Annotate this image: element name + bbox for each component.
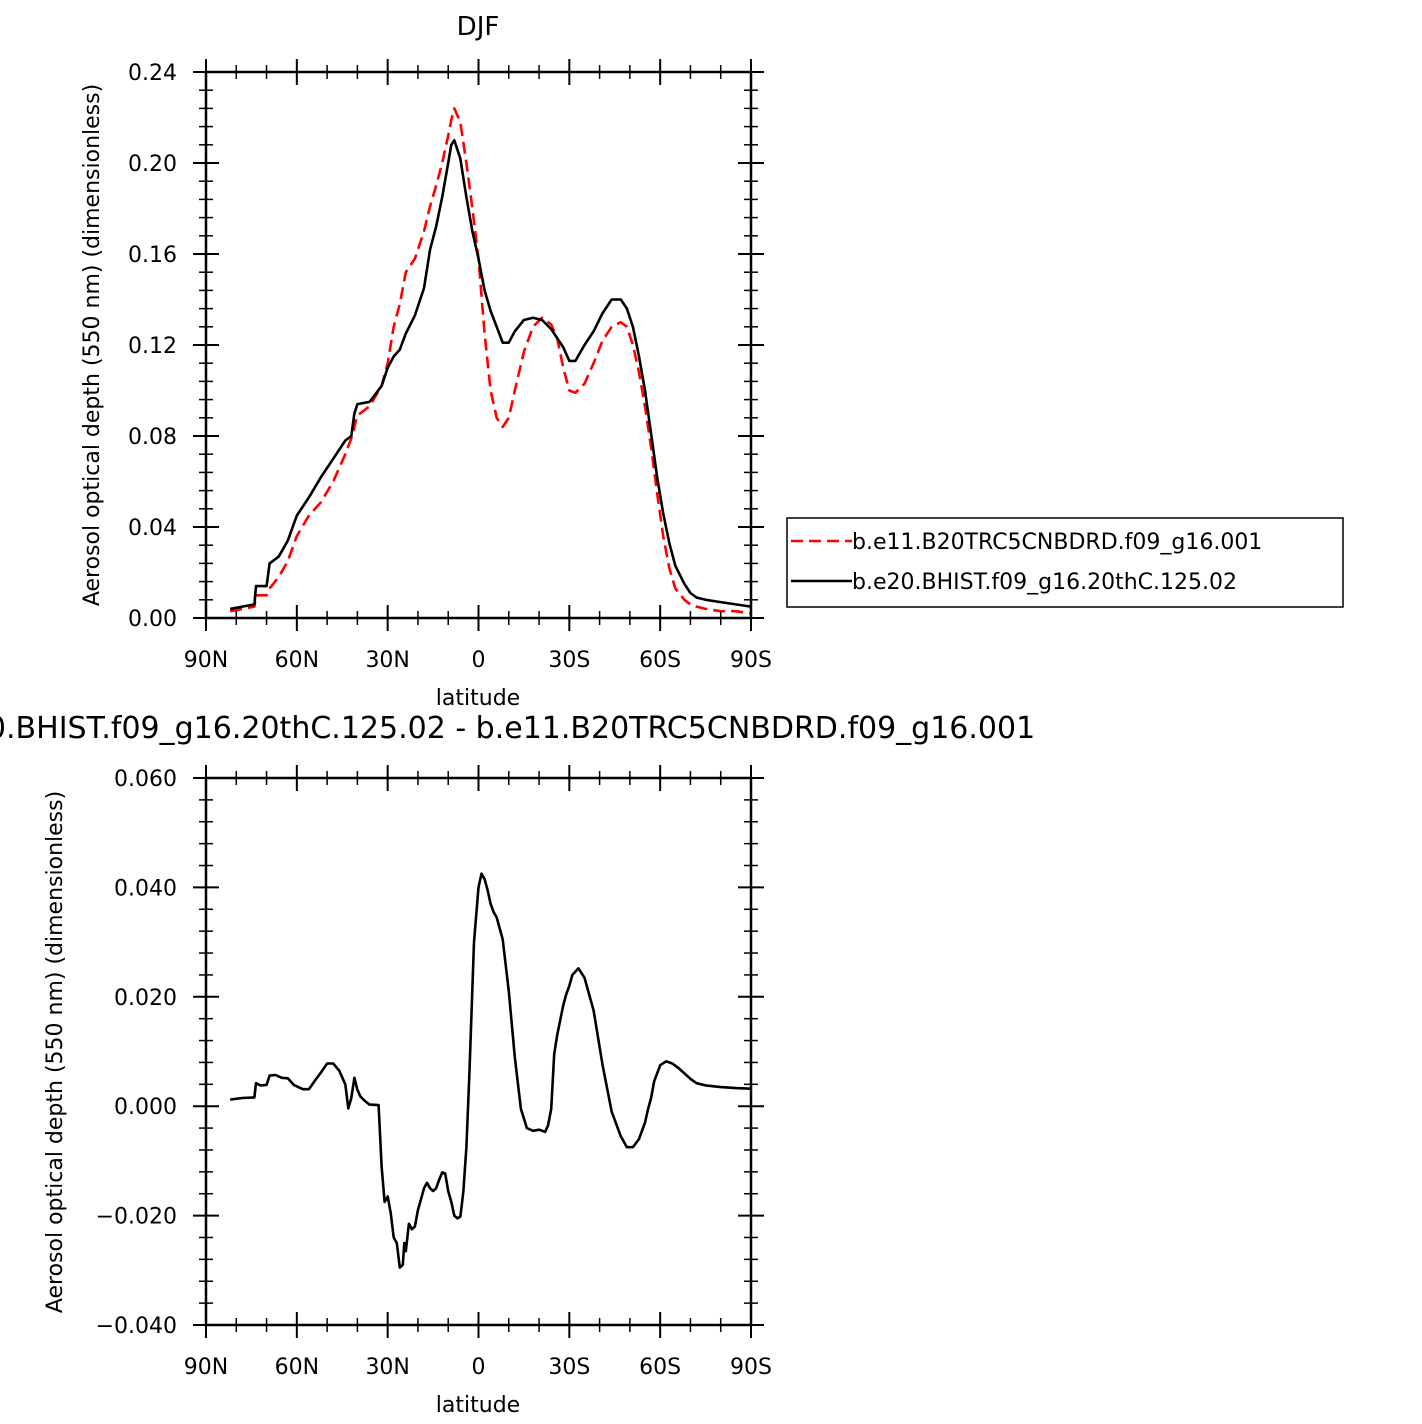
series-line-1	[229, 107, 752, 615]
x-tick-label: 90N	[184, 1355, 228, 1380]
x-tick-label: 30S	[548, 648, 590, 673]
x-tick-label: 90N	[184, 648, 228, 673]
x-tick-label: 60S	[639, 648, 681, 673]
difference-chart-title: b.e20.BHIST.f09_g16.20thC.125.02 - b.e11…	[0, 711, 1035, 746]
plot-area: 90N 60N 30N 0 30S 60S 90S −0.040 −0.020 0.000 0.02…	[96, 765, 772, 1380]
x-tick-label: 60N	[275, 1355, 319, 1380]
x-tick-label: 90S	[730, 1355, 772, 1380]
x-tick-label: 0	[472, 1355, 486, 1380]
x-tick-label: 90S	[730, 648, 772, 673]
x-axis-label: latitude	[436, 686, 520, 711]
x-tick-label: 30N	[365, 648, 409, 673]
plot-area: 90N 60N 30N 0 30S 60S 90S 0.00 0.04 0.08 0.12 0.16 0…	[128, 59, 772, 673]
x-tick-label: 60N	[275, 648, 319, 673]
x-tick-label: 30S	[548, 1355, 590, 1380]
y-tick-label: 0.060	[114, 767, 177, 792]
plot-frame	[204, 776, 753, 1327]
legend-frame	[786, 517, 1344, 608]
x-tick-label: 0	[472, 648, 486, 673]
series-line-2	[229, 139, 752, 611]
y-tick-label: 0.04	[128, 516, 177, 541]
y-tick-label: 0.16	[128, 243, 177, 268]
y-tick-label: 0.020	[114, 986, 177, 1011]
y-tick-label: −0.040	[96, 1314, 177, 1339]
x-tick-label: 60S	[639, 1355, 681, 1380]
x-tick-label: 30N	[365, 1355, 409, 1380]
legend-label-series-2: b.e20.BHIST.f09_g16.20thC.125.02	[852, 570, 1237, 595]
panel-bottom-difference: b.e20.BHIST.f09_g16.20thC.125.02 - b.e11…	[0, 711, 1035, 1418]
y-tick-label: 0.12	[128, 334, 177, 359]
y-tick-label: −0.020	[96, 1205, 177, 1230]
plot-frame	[204, 70, 753, 620]
y-axis-label: Aerosol optical depth (550 nm) (dimensio…	[80, 84, 105, 606]
y-tick-label: 0.08	[128, 425, 177, 450]
legend-label-series-1: b.e11.B20TRC5CNBDRD.f09_g16.001	[852, 530, 1262, 555]
series-line-1	[230, 872, 752, 1269]
chart-title: DJF	[457, 12, 500, 42]
y-tick-label: 0.040	[114, 876, 177, 901]
y-tick-label: 0.20	[128, 152, 177, 177]
y-tick-label: 0.24	[128, 61, 177, 86]
x-axis-label: latitude	[436, 1393, 520, 1418]
y-axis-label: Aerosol optical depth (550 nm) (dimensio…	[43, 791, 68, 1313]
panel-top-djf: DJF latitude Aerosol optical depth (550 …	[80, 12, 1344, 711]
y-tick-label: 0.000	[114, 1095, 177, 1120]
legend-box: b.e11.B20TRC5CNBDRD.f09_g16.001 b.e20.BH…	[786, 517, 1344, 608]
y-tick-label: 0.00	[128, 607, 177, 632]
